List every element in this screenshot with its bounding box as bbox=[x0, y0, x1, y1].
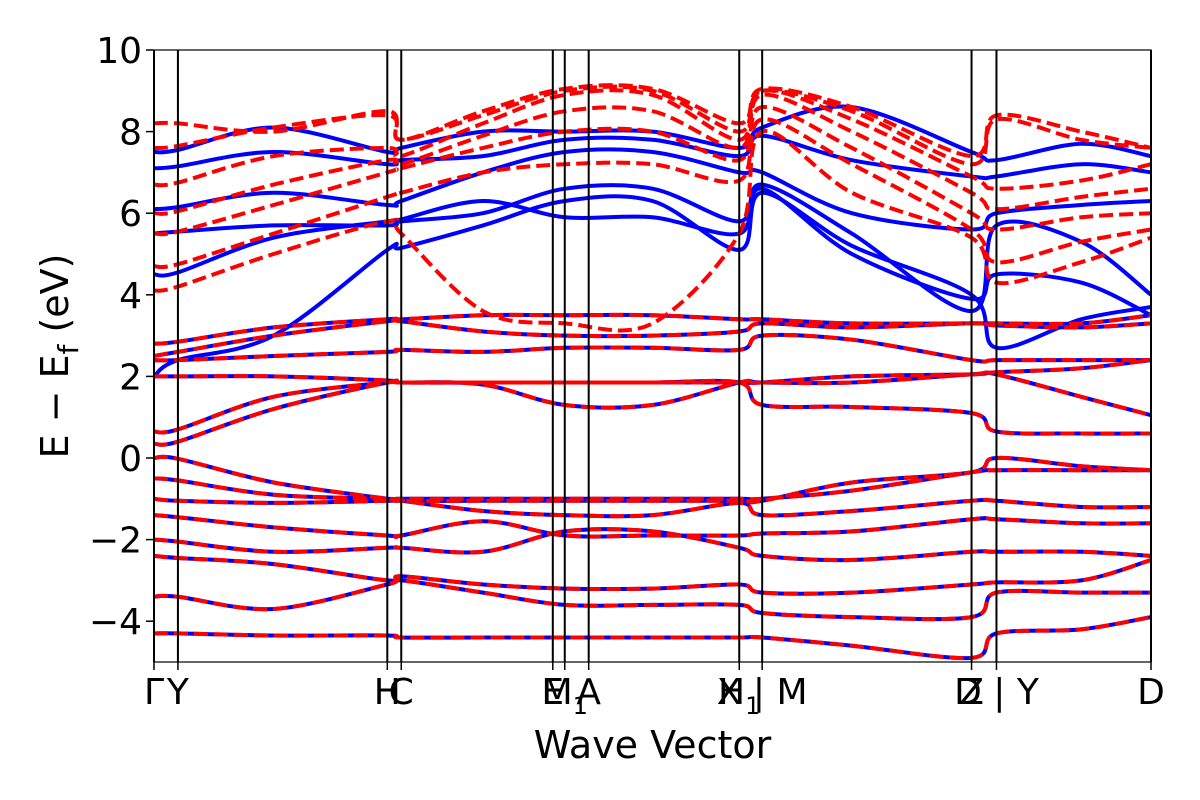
band-line bbox=[154, 577, 1151, 622]
series-dashed-red bbox=[154, 83, 1151, 661]
x-tick-label: E bbox=[541, 672, 564, 713]
band-line bbox=[154, 105, 1151, 237]
x-tick-label: D | Y bbox=[954, 672, 1040, 713]
y-tick-label: −4 bbox=[89, 602, 142, 643]
band-line bbox=[154, 117, 1151, 270]
x-tick-label: M1 bbox=[542, 672, 588, 720]
x-tick-label: C bbox=[389, 672, 414, 713]
band-line bbox=[154, 312, 1151, 346]
band-line bbox=[154, 92, 1151, 216]
y-ticks: −4 −2 0 2 4 6 8 10 bbox=[89, 31, 154, 643]
band-line bbox=[154, 527, 1151, 563]
y-axis-label-main: E − E bbox=[33, 354, 77, 458]
y-tick-label: 2 bbox=[119, 357, 142, 398]
band-line bbox=[154, 88, 1151, 191]
band-line bbox=[154, 513, 1151, 539]
y-tick-label: −2 bbox=[89, 521, 142, 562]
band-line bbox=[154, 133, 1151, 181]
band-line bbox=[154, 468, 1151, 502]
band-line bbox=[154, 104, 1151, 163]
y-axis-label: E − Ef (eV) bbox=[33, 254, 85, 459]
band-line bbox=[154, 317, 1151, 358]
plot-frame bbox=[153, 49, 1152, 663]
y-tick-label: 8 bbox=[119, 113, 142, 154]
band-line bbox=[154, 615, 1151, 661]
bands-layer bbox=[154, 83, 1151, 661]
y-axis-label-unit: (eV) bbox=[33, 254, 77, 345]
x-tick-label: Y bbox=[166, 672, 190, 713]
x-tick-label: H1 bbox=[718, 672, 760, 720]
band-line bbox=[154, 129, 1151, 333]
x-tick-label: A bbox=[576, 672, 601, 713]
x-axis-label: Wave Vector bbox=[534, 723, 772, 767]
y-tick-label: 4 bbox=[119, 276, 142, 317]
y-tick-label: 6 bbox=[119, 194, 142, 235]
band-line bbox=[154, 83, 1151, 159]
x-tick-label: X | M bbox=[717, 672, 808, 713]
band-line bbox=[154, 454, 1151, 505]
band-line bbox=[154, 147, 1151, 232]
y-tick-label: 10 bbox=[96, 31, 142, 72]
x-tick-label: D bbox=[1137, 672, 1165, 713]
band-line bbox=[154, 312, 1151, 346]
band-line bbox=[154, 358, 1151, 385]
y-axis-label-sub: f bbox=[52, 343, 85, 354]
y-tick-label: 0 bbox=[119, 439, 142, 480]
band-line bbox=[154, 182, 1151, 314]
band-line bbox=[154, 553, 1151, 596]
x-tick-label: H bbox=[374, 672, 401, 713]
band-line bbox=[154, 370, 1151, 435]
x-tick-label: Γ bbox=[144, 672, 164, 713]
band-line bbox=[154, 496, 1151, 519]
x-tick-label: Z bbox=[959, 672, 984, 713]
band-line bbox=[154, 577, 1151, 622]
band-line bbox=[154, 332, 1151, 364]
band-line bbox=[154, 190, 1151, 379]
